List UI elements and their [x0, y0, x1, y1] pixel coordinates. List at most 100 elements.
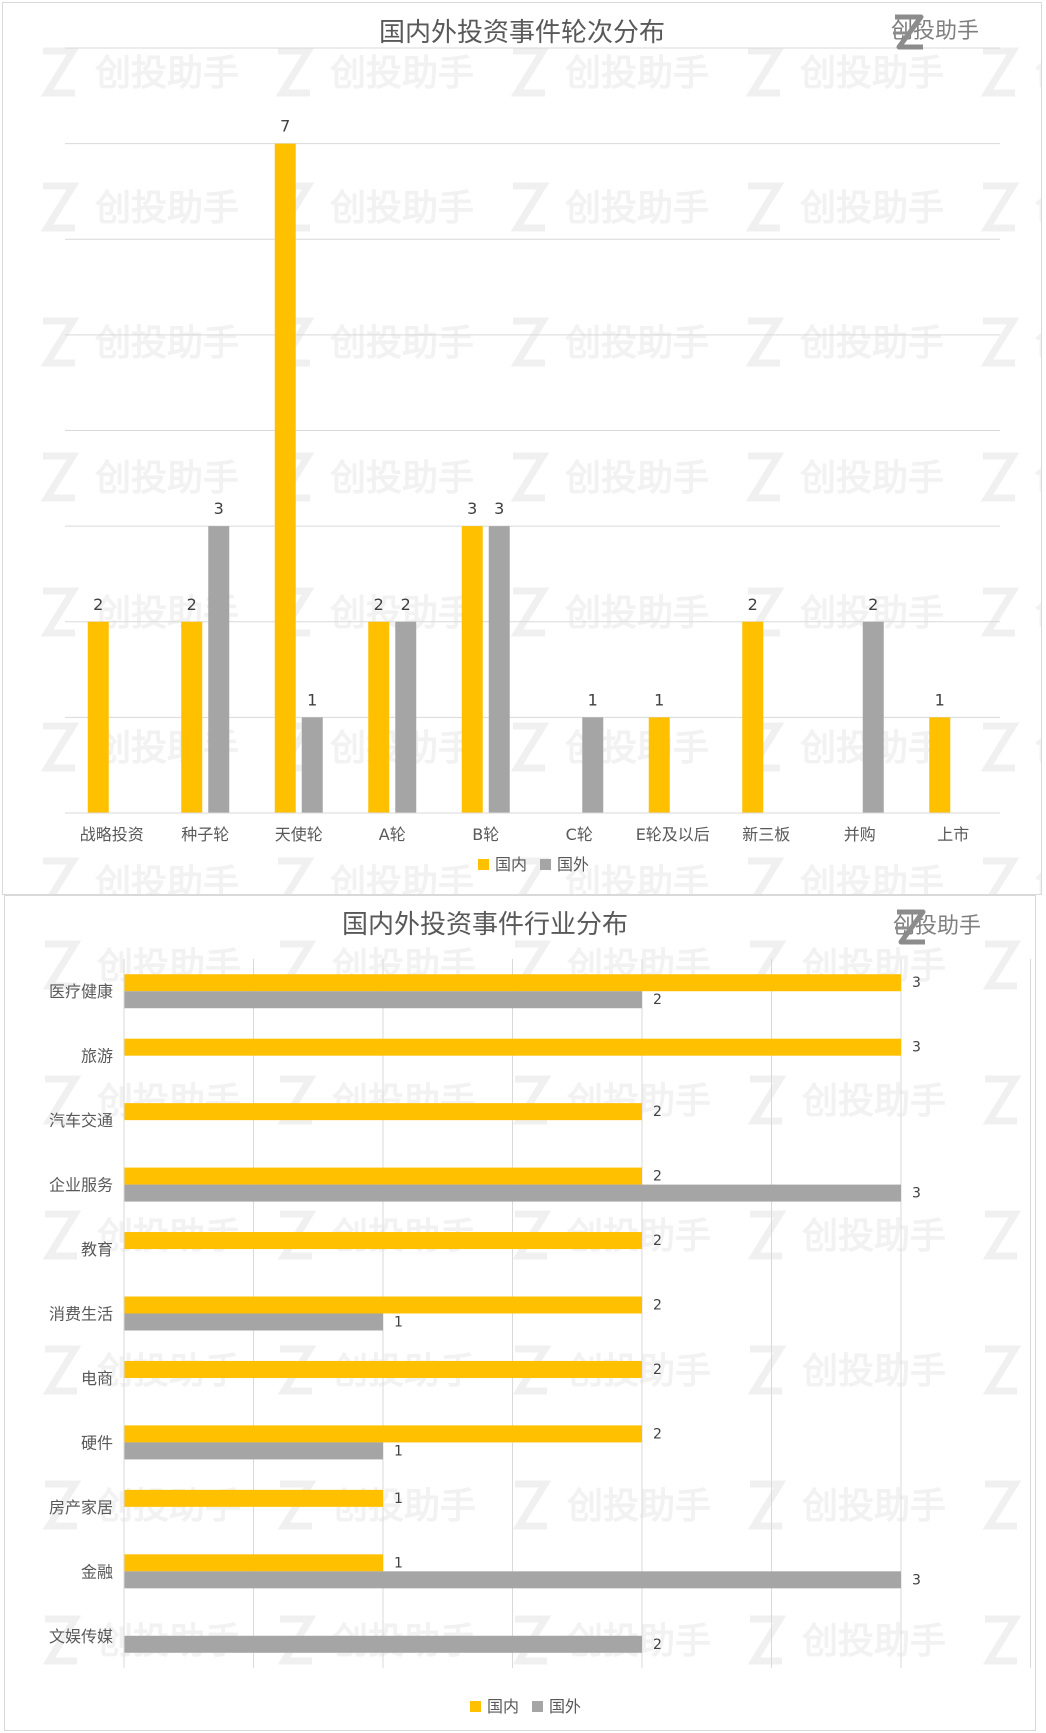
data-label: 1: [394, 1491, 403, 1507]
legend-label: 国外: [557, 855, 589, 874]
bar-domestic: [87, 621, 109, 813]
bar-domestic: [124, 1232, 642, 1250]
y-tick-label: 房产家居: [49, 1498, 113, 1517]
bar-foreign: [124, 1635, 642, 1653]
z-logo-icon: [893, 14, 924, 50]
legend-swatch-foreign: [532, 1701, 543, 1712]
bar-domestic: [124, 1425, 642, 1443]
legend: 国内 国外: [470, 1697, 581, 1716]
bar-foreign: [124, 1571, 901, 1589]
x-tick-label: 上市: [937, 825, 969, 844]
x-tick-label: 并购: [844, 825, 876, 844]
y-tick-label: 电商: [81, 1369, 113, 1388]
x-tick-label: B轮: [472, 825, 499, 844]
data-label: 3: [467, 499, 477, 518]
bar-domestic: [124, 1296, 642, 1314]
gridlines: [65, 47, 1000, 814]
legend: 国内 国外: [478, 855, 589, 874]
bar-foreign: [124, 1313, 383, 1331]
y-tick-label: 硬件: [81, 1433, 113, 1452]
bar-foreign: [124, 1184, 901, 1202]
bar-domestic: [929, 717, 951, 813]
data-label: 1: [394, 1315, 403, 1331]
data-label: 1: [394, 1555, 403, 1571]
bar-foreign: [301, 717, 323, 813]
bar-foreign: [582, 717, 604, 813]
legend-swatch-domestic: [470, 1701, 481, 1712]
x-tick-label: 天使轮: [275, 825, 323, 844]
bar-foreign: [124, 1442, 383, 1460]
legend-swatch-foreign: [540, 859, 551, 870]
y-tick-label: 消费生活: [49, 1305, 113, 1324]
bar-foreign: [395, 621, 417, 813]
data-label: 3: [912, 1572, 921, 1588]
data-label: 3: [912, 975, 921, 991]
bar-domestic: [648, 717, 670, 813]
legend-label: 国外: [549, 1697, 581, 1716]
data-label: 2: [653, 1362, 662, 1378]
industry-distribution-chart-panel: 创投助手 创投助手 创投助手 创投助手 创投助手 创投助手 创投助手 创投助手 创投助手 创投助手…: [4, 895, 1036, 1731]
data-label: 1: [588, 690, 598, 709]
x-tick-label: 战略投资: [80, 825, 144, 844]
bar-foreign: [208, 526, 230, 813]
data-label: 2: [748, 595, 758, 614]
bar-domestic: [124, 1554, 383, 1572]
legend-swatch-domestic: [478, 859, 489, 870]
data-label: 2: [653, 1426, 662, 1442]
data-label: 2: [653, 1104, 662, 1120]
chart-title: 国内外投资事件行业分布: [342, 910, 628, 940]
data-label: 1: [654, 690, 664, 709]
bar-domestic: [124, 974, 901, 992]
bar-domestic: [124, 1360, 642, 1378]
x-tick-label: A轮: [379, 825, 406, 844]
bar-domestic: [124, 1489, 383, 1507]
data-label: 2: [653, 992, 662, 1008]
data-label: 1: [935, 690, 945, 709]
y-tick-label: 文娱传媒: [49, 1627, 113, 1646]
bar-domestic: [124, 1103, 642, 1121]
bar-domestic: [368, 621, 390, 813]
bar-foreign: [124, 991, 642, 1009]
y-tick-label: 旅游: [81, 1047, 113, 1066]
data-label: 2: [187, 595, 197, 614]
bar-domestic: [181, 621, 203, 813]
data-label: 2: [653, 1169, 662, 1185]
data-label: 2: [653, 1233, 662, 1249]
bar-foreign: [862, 621, 884, 813]
data-label: 2: [868, 595, 878, 614]
x-tick-label: C轮: [566, 825, 593, 844]
legend-label: 国内: [495, 855, 527, 874]
x-tick-label: E轮及以后: [636, 825, 710, 844]
bar-domestic: [124, 1038, 901, 1056]
y-tick-label: 教育: [81, 1240, 113, 1259]
data-label: 3: [912, 1040, 921, 1056]
chart-title: 国内外投资事件轮次分布: [379, 18, 665, 48]
data-label: 2: [93, 595, 103, 614]
data-label: 1: [394, 1443, 403, 1459]
y-tick-label: 金融: [81, 1562, 113, 1581]
brand-logo: 创投助手: [893, 908, 981, 945]
data-label: 3: [912, 1186, 921, 1202]
data-label: 2: [653, 1298, 662, 1314]
legend-label: 国内: [487, 1697, 519, 1716]
bar-foreign: [488, 526, 510, 813]
round-distribution-chart-panel: 创投助手 创投助手 创投助手 创投助手 创投助手 创投助手 创投助手 创投助手 创投助手 创投助手…: [2, 2, 1042, 895]
x-tick-label: 种子轮: [181, 825, 229, 844]
y-tick-label: 医疗健康: [49, 982, 113, 1001]
industry-distribution-chart: 国内外投资事件行业分布 医疗健康 3 2 旅游 3 汽车交通 2 企业服务 2 3 教育 2 消费生活 2…: [49, 910, 1031, 1716]
y-tick-label: 汽车交通: [49, 1111, 113, 1130]
bar-domestic: [274, 143, 296, 813]
y-tick-label: 企业服务: [49, 1176, 113, 1195]
z-logo-icon: [895, 909, 926, 945]
brand-logo: 创投助手: [891, 13, 979, 50]
data-label: 7: [280, 117, 290, 136]
bar-domestic: [742, 621, 764, 813]
data-label: 2: [401, 595, 411, 614]
bar-domestic: [461, 526, 483, 813]
data-label: 1: [307, 690, 317, 709]
bar-domestic: [124, 1167, 642, 1185]
data-label: 3: [494, 499, 504, 518]
data-label: 3: [214, 499, 224, 518]
data-label: 2: [653, 1637, 662, 1653]
